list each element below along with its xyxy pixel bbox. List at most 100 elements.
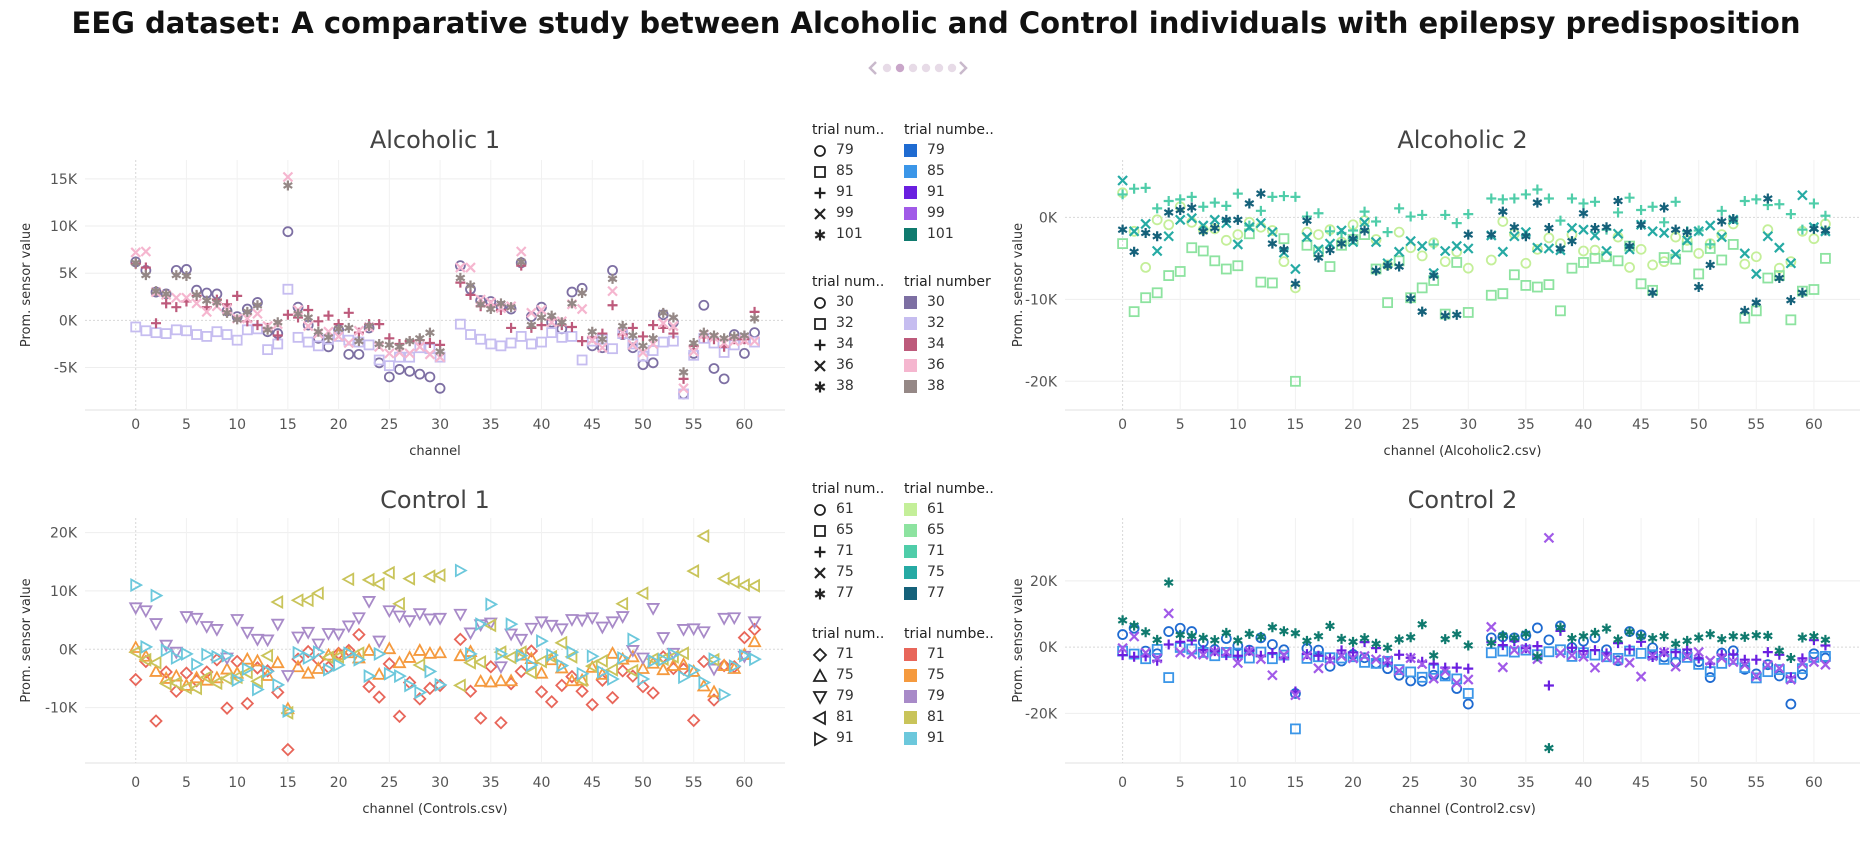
legend-shape-item[interactable]: 91 <box>812 182 904 203</box>
data-point <box>1762 659 1774 671</box>
legend-shape-item[interactable]: 75 <box>812 665 904 686</box>
legend-color-item[interactable]: 75 <box>904 665 994 686</box>
legend-color-item[interactable]: 99 <box>904 203 994 224</box>
data-point <box>1762 224 1774 236</box>
data-point <box>242 306 253 317</box>
legend-shape-item[interactable]: 34 <box>812 334 904 355</box>
legend-shape-item[interactable]: 79 <box>812 140 904 161</box>
data-point <box>1635 278 1647 290</box>
legend-shape-item[interactable]: 101 <box>812 224 904 245</box>
data-point <box>1578 651 1589 663</box>
legend-color-item[interactable]: 32 <box>904 313 991 334</box>
data-point <box>1405 211 1416 222</box>
legend-color-item[interactable]: 71 <box>904 644 994 665</box>
legend-shape-label: 101 <box>836 226 863 242</box>
legend-color-item[interactable]: 38 <box>904 376 991 397</box>
page-carousel[interactable] <box>868 58 1008 78</box>
legend-color-item[interactable]: 61 <box>904 499 994 520</box>
data-point <box>1486 637 1497 648</box>
legend-shape-item[interactable]: 91 <box>812 728 904 749</box>
data-point <box>1129 183 1140 194</box>
carousel-dot[interactable] <box>895 63 905 73</box>
data-point <box>1140 627 1151 638</box>
legend-color-item[interactable]: 85 <box>904 161 994 182</box>
data-point <box>719 333 730 344</box>
legend-shape-item[interactable]: 77 <box>812 583 904 604</box>
legend-color-item[interactable]: 81 <box>904 707 994 728</box>
carousel-dot[interactable] <box>882 63 892 73</box>
carousel-dot[interactable] <box>947 63 957 73</box>
data-point <box>1797 658 1808 669</box>
data-point <box>272 330 283 341</box>
legend-color-item[interactable]: 71 <box>904 541 994 562</box>
data-point <box>1440 634 1451 645</box>
data-point <box>1117 642 1128 654</box>
legend-shape-item[interactable]: 38 <box>812 376 904 397</box>
y-tick-label: -20K <box>1025 374 1058 390</box>
data-point <box>424 664 438 679</box>
data-point <box>1785 698 1797 710</box>
x-tick-label: 30 <box>431 775 449 791</box>
data-point <box>454 318 466 330</box>
legend-shape-item[interactable]: 71 <box>812 644 904 665</box>
data-point <box>1566 650 1578 661</box>
data-point <box>1186 212 1198 224</box>
chevron-left-icon[interactable] <box>868 61 877 75</box>
carousel-dot[interactable] <box>921 63 931 73</box>
legend-color-item[interactable]: 65 <box>904 520 994 541</box>
data-point <box>1567 633 1577 644</box>
carousel-dot[interactable] <box>908 63 918 73</box>
data-point <box>485 597 499 612</box>
y-tick-label: -5K <box>54 361 78 377</box>
legend-shape-item[interactable]: 81 <box>812 707 904 728</box>
legend-shape-item[interactable]: 32 <box>812 313 904 334</box>
data-point <box>181 292 192 304</box>
data-point <box>676 624 691 637</box>
data-point <box>351 612 366 626</box>
legend-color-item[interactable]: 34 <box>904 334 991 355</box>
x-tick-label: 20 <box>330 417 348 433</box>
legend-shape-item[interactable]: 61 <box>812 499 904 520</box>
data-point <box>706 684 722 698</box>
data-point <box>1266 639 1278 650</box>
data-point <box>229 670 243 685</box>
legend-shape-icon <box>812 690 828 705</box>
legend-shape-item[interactable]: 75 <box>812 562 904 583</box>
data-point <box>617 650 631 666</box>
carousel-dot[interactable] <box>934 63 944 73</box>
legend-shape-item[interactable]: 99 <box>812 203 904 224</box>
data-point <box>382 657 397 671</box>
data-point <box>1278 649 1290 661</box>
data-point <box>1382 260 1393 271</box>
legend-shape-item[interactable]: 65 <box>812 520 904 541</box>
data-point <box>1117 189 1128 200</box>
legend-shape-item[interactable]: 71 <box>812 541 904 562</box>
data-point <box>1497 630 1508 641</box>
data-point <box>1163 672 1175 683</box>
legend-color-item[interactable]: 36 <box>904 355 991 376</box>
data-point <box>1302 215 1312 226</box>
data-point <box>270 594 284 610</box>
legend-color-item[interactable]: 30 <box>904 292 991 313</box>
legend-color-swatch <box>904 732 917 745</box>
chevron-right-icon[interactable] <box>959 61 968 75</box>
legend-color-item[interactable]: 91 <box>904 728 994 749</box>
data-point <box>678 670 691 685</box>
legend-color-item[interactable]: 77 <box>904 583 994 604</box>
data-point <box>1797 287 1808 298</box>
data-point <box>353 325 365 337</box>
legend-color-item[interactable]: 75 <box>904 562 994 583</box>
legend-color-item[interactable]: 79 <box>904 140 994 161</box>
data-point <box>303 312 314 323</box>
legend-shape-item[interactable]: 85 <box>812 161 904 182</box>
legend-color-item[interactable]: 101 <box>904 224 994 245</box>
legend-shape-item[interactable]: 79 <box>812 686 904 707</box>
legend-shape-item[interactable]: 30 <box>812 292 904 313</box>
data-point <box>1532 184 1543 195</box>
data-point <box>1451 257 1463 268</box>
legend-shape-item[interactable]: 36 <box>812 355 904 376</box>
y-tick-label: 10K <box>50 219 78 235</box>
legend-color-item[interactable]: 79 <box>904 686 994 707</box>
data-point <box>688 663 702 678</box>
legend-color-item[interactable]: 91 <box>904 182 994 203</box>
